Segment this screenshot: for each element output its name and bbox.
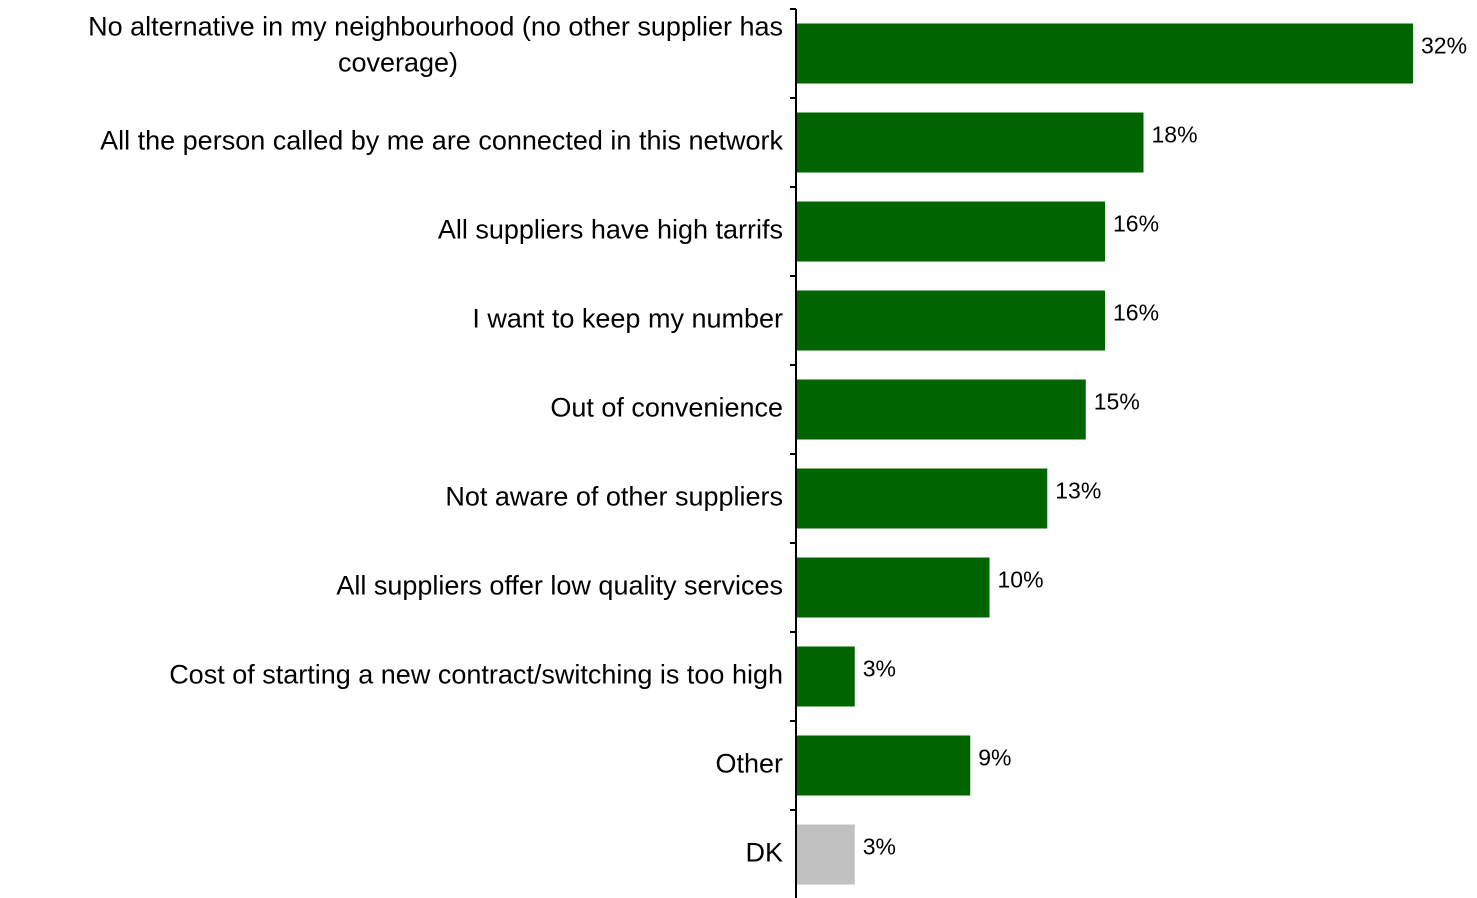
y-axis [790, 8, 797, 898]
bar-8 [797, 735, 971, 796]
value-label-4: 15% [1094, 389, 1140, 415]
bar-7 [797, 646, 855, 707]
category-label-6: All suppliers offer low quality services [336, 571, 783, 601]
category-label-4: Out of convenience [550, 393, 783, 423]
category-label-9: DK [745, 838, 783, 868]
category-label-0-line-1: coverage) [338, 48, 458, 78]
category-label-0-line-0: No alternative in my neighbourhood (no o… [88, 12, 783, 42]
value-label-6: 10% [998, 567, 1044, 593]
value-label-5: 13% [1055, 478, 1101, 504]
category-label-2: All suppliers have high tarrifs [438, 215, 783, 245]
bar-4 [797, 379, 1086, 440]
bars-layer [797, 23, 1413, 885]
category-label-8: Other [715, 749, 783, 779]
category-label-1: All the person called by me are connecte… [100, 126, 783, 156]
bar-0 [797, 23, 1413, 84]
bar-3 [797, 290, 1105, 351]
bar-6 [797, 557, 990, 618]
value-labels-layer: 32% 18% 16% 16% 15% 13% 10% 3% 9% 3% [863, 33, 1467, 860]
value-label-3: 16% [1113, 300, 1159, 326]
category-labels-layer: No alternative in my neighbourhood (no o… [88, 12, 783, 868]
value-label-2: 16% [1113, 211, 1159, 237]
bar-5 [797, 468, 1048, 529]
category-label-5: Not aware of other suppliers [445, 482, 783, 512]
value-label-9: 3% [863, 834, 896, 860]
bar-1 [797, 112, 1144, 173]
category-label-3: I want to keep my number [472, 304, 783, 334]
category-label-7: Cost of starting a new contract/switchin… [169, 660, 783, 690]
value-label-8: 9% [978, 745, 1011, 771]
value-label-1: 18% [1152, 122, 1198, 148]
value-label-7: 3% [863, 656, 896, 682]
value-label-0: 32% [1421, 33, 1467, 59]
bar-9 [797, 824, 855, 885]
bar-2 [797, 201, 1105, 262]
